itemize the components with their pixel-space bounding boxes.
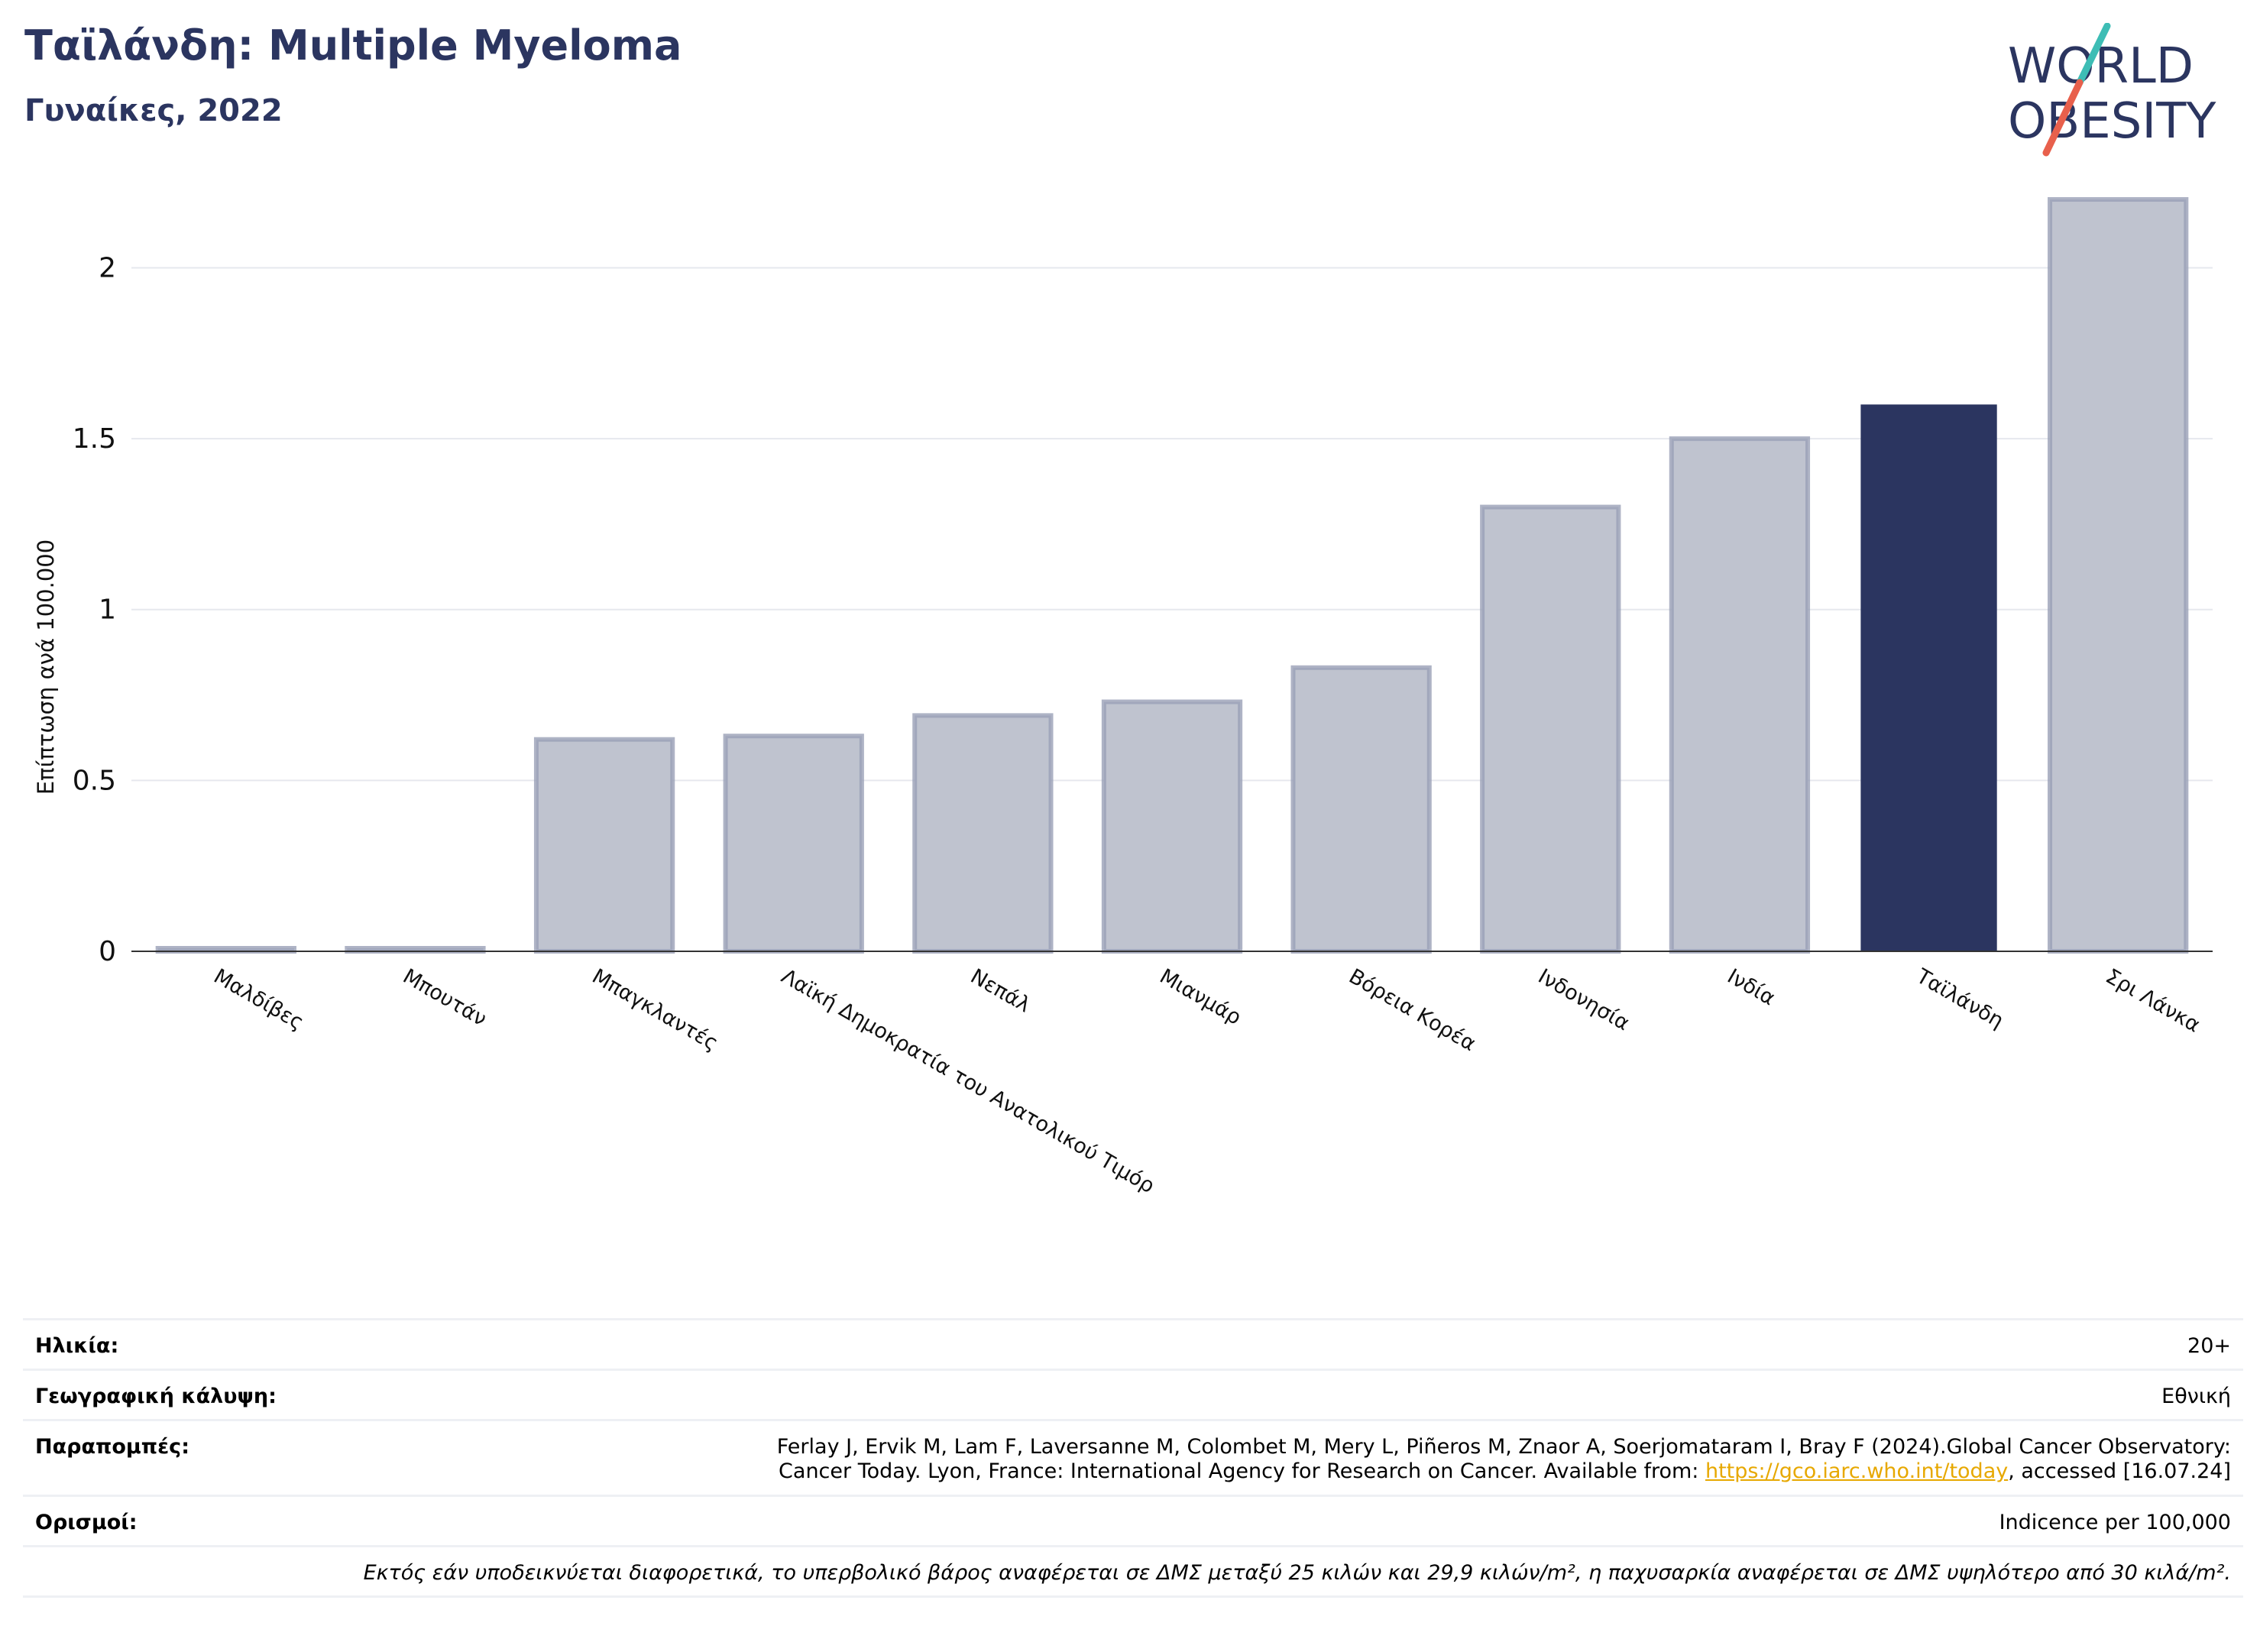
y-tick-label: 0 bbox=[99, 936, 116, 967]
references-line2-pre: Cancer Today. Lyon, France: Internationa… bbox=[779, 1459, 1705, 1483]
bar bbox=[1480, 504, 1621, 954]
footnote: Εκτός εάν υποδεικνύεται διαφορετικά, το … bbox=[23, 1545, 2243, 1598]
info-row-coverage: Γεωγραφική κάλυψη: Εθνική bbox=[23, 1369, 2243, 1419]
y-tick-label: 1 bbox=[99, 594, 116, 626]
x-tick-label: Νεπάλ bbox=[966, 964, 1034, 1017]
references-line1: Ferlay J, Ervik M, Lam F, Laversanne M, … bbox=[776, 1435, 2231, 1459]
bar bbox=[2048, 197, 2189, 954]
x-tick-label: Βόρεια Κορέα bbox=[1345, 964, 1480, 1056]
x-tick-label: Ινδία bbox=[1723, 964, 1779, 1010]
y-axis-label: Επίπτωση ανά 100.000 bbox=[33, 539, 59, 795]
x-tick-label: Μπαγκλαντές bbox=[588, 964, 723, 1055]
x-tick-label: Λαϊκή Δημοκρατία του Ανατολικού Τιμόρ bbox=[777, 964, 1158, 1198]
world-obesity-logo: WORLD OBESITY bbox=[2008, 23, 2216, 157]
bar bbox=[912, 713, 1054, 954]
y-tick-label: 1.5 bbox=[73, 423, 116, 455]
coverage-value: Εθνική bbox=[2161, 1385, 2231, 1408]
bar bbox=[1669, 436, 1811, 954]
definitions-value: Indicence per 100,000 bbox=[1999, 1511, 2231, 1534]
x-tick-label: Ινδονησία bbox=[1534, 964, 1633, 1035]
age-value: 20+ bbox=[2187, 1334, 2231, 1358]
info-row-age: Ηλικία: 20+ bbox=[23, 1318, 2243, 1369]
bar-chart: 0 0.5 1 1.5 2 Επίπτωση ανά 100.000 Μαλδίβες Μπο… bbox=[33, 197, 2213, 1198]
bar bbox=[1101, 699, 1243, 954]
y-tick-label: 0.5 bbox=[73, 765, 116, 796]
y-tick-label: 2 bbox=[99, 252, 116, 283]
age-label: Ηλικία: bbox=[35, 1334, 119, 1358]
info-row-references: Παραπομπές: Ferlay J, Ervik M, Lam F, La… bbox=[23, 1419, 2243, 1495]
bar bbox=[533, 737, 675, 954]
logo-slash-red bbox=[2042, 79, 2084, 157]
info-table: Ηλικία: 20+ Γεωγραφική κάλυψη: Εθνική Πα… bbox=[23, 1318, 2243, 1598]
bar bbox=[1860, 404, 1997, 951]
logo-line2: OBESITY bbox=[2008, 93, 2216, 150]
definitions-label: Ορισμοί: bbox=[35, 1511, 138, 1534]
info-row-definitions: Ορισμοί: Indicence per 100,000 bbox=[23, 1495, 2243, 1545]
x-tick-label: Μαλδίβες bbox=[209, 964, 307, 1035]
x-tick-label: Σρι Λάνκα bbox=[2102, 964, 2204, 1037]
references-link[interactable]: https://gco.iarc.who.int/today bbox=[1705, 1459, 2009, 1483]
references-label: Παραπομπές: bbox=[35, 1435, 189, 1459]
references-line2-post: , accessed [16.07.24] bbox=[2008, 1459, 2231, 1483]
x-tick-label: Ταϊλάνδη bbox=[1912, 964, 2007, 1033]
chart-subtitle: Γυναίκες, 2022 bbox=[24, 93, 283, 128]
x-tick-label: Μιανμάρ bbox=[1156, 964, 1245, 1030]
logo-line1: WORLD bbox=[2008, 38, 2194, 95]
chart-title: Ταϊλάνδη: Multiple Myeloma bbox=[24, 21, 682, 70]
bar bbox=[1290, 665, 1432, 954]
references-value: Ferlay J, Ervik M, Lam F, Laversanne M, … bbox=[777, 1435, 2231, 1484]
x-tick-label: Μπουτάν bbox=[399, 964, 491, 1031]
logo-slash-teal bbox=[2076, 23, 2111, 86]
bar bbox=[723, 734, 864, 954]
coverage-label: Γεωγραφική κάλυψη: bbox=[35, 1385, 277, 1408]
